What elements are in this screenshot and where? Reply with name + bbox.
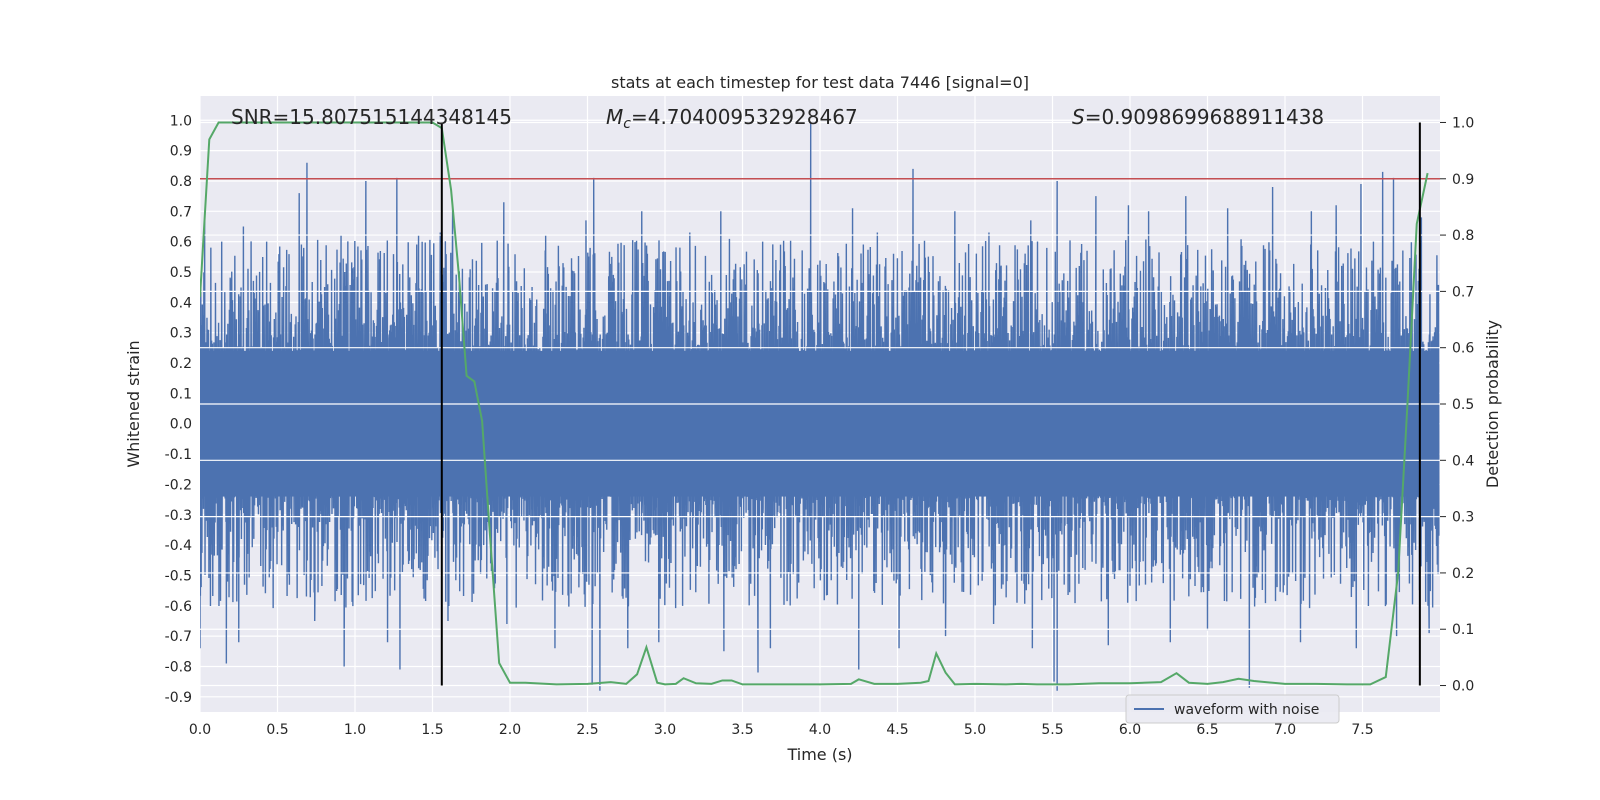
legend-entry-waveform: waveform with noise: [1174, 702, 1319, 718]
y2-tick-label: 0.6: [1452, 341, 1474, 357]
y2-tick-label: 0.1: [1452, 622, 1474, 638]
x-tick-label: 1.5: [421, 722, 443, 738]
x-axis-label: Time (s): [786, 745, 852, 764]
y-tick-label: -0.1: [165, 447, 192, 463]
y-tick-label: -0.3: [165, 508, 192, 524]
y-tick-label: 0.1: [170, 386, 192, 402]
x-tick-label: 0.0: [189, 722, 211, 738]
y-tick-label: 0.6: [170, 235, 192, 251]
x-tick-label: 2.0: [499, 722, 521, 738]
x-ticks: 0.0 0.5 1.0 1.5 2.0 2.5 3.0 3.5 4.0 4.5 5.0 5.5 6.0 6…: [189, 722, 1374, 738]
x-tick-label: 7.5: [1351, 722, 1373, 738]
s-symbol: S: [1072, 105, 1085, 129]
x-tick-label: 6.5: [1196, 722, 1218, 738]
x-tick-label: 4.5: [886, 722, 908, 738]
y-tick-label: 1.0: [170, 113, 192, 129]
y-tick-label: 0.7: [170, 204, 192, 220]
y2-tick-label: 0.9: [1452, 172, 1474, 188]
x-tick-label: 4.0: [809, 722, 831, 738]
y2-axis-label: Detection probability: [1483, 320, 1502, 488]
y-tick-label: -0.7: [165, 629, 192, 645]
x-tick-label: 6.0: [1119, 722, 1141, 738]
x-tick-label: 2.5: [576, 722, 598, 738]
s-annotation: S=0.9098699688911438: [1072, 105, 1324, 129]
chirp-mass-annotation: Mc=4.704009532928467: [606, 105, 858, 132]
y2-tick-label: 0.7: [1452, 284, 1474, 300]
y2-tick-label: 0.4: [1452, 453, 1474, 469]
x-tick-label: 0.5: [266, 722, 288, 738]
x-tick-label: 3.5: [731, 722, 753, 738]
y2-tick-label: 0.8: [1452, 228, 1474, 244]
chirp-mass-symbol: M: [606, 105, 623, 129]
x-tick-label: 5.0: [964, 722, 986, 738]
y2-tick-label: 0.3: [1452, 510, 1474, 526]
chirp-mass-value: =4.704009532928467: [631, 105, 858, 129]
snr-annotation: SNR=15.807515144348145: [231, 105, 512, 129]
chirp-mass-subscript: c: [623, 116, 631, 132]
y-tick-label: -0.9: [165, 690, 192, 706]
waveform-series: [200, 123, 1440, 691]
chart-title: stats at each timestep for test data 744…: [611, 73, 1029, 92]
y-ticks: 1.0 0.9 0.8 0.7 0.6 0.5 0.4 0.3 0.2 0.1 0.0 -0.1 -0.…: [165, 113, 192, 706]
waveform-core: [200, 350, 1438, 497]
probability-series: [200, 121, 1429, 686]
y-tick-label: -0.4: [165, 538, 192, 554]
y-tick-label: 0.4: [170, 295, 192, 311]
y-tick-label: 0.9: [170, 144, 192, 160]
x-tick-label: 1.0: [344, 722, 366, 738]
y2-ticks: 1.0 0.9 0.8 0.7 0.6 0.5 0.4 0.3 0.2 0.1 0.0: [1440, 115, 1474, 695]
event-markers: [440, 122, 1421, 686]
y-tick-label: 0.2: [170, 356, 192, 372]
y-tick-label: -0.5: [165, 568, 192, 584]
y2-tick-label: 0.5: [1452, 397, 1474, 413]
x-tick-label: 5.5: [1041, 722, 1063, 738]
x-tick-label: 7.0: [1274, 722, 1296, 738]
y2-tick-label: 0.0: [1452, 679, 1474, 695]
y-tick-label: -0.6: [165, 599, 192, 615]
x-tick-label: 3.0: [654, 722, 676, 738]
legend: waveform with noise: [1125, 694, 1340, 724]
probability-line: [200, 121, 1429, 686]
y2-tick-label: 1.0: [1452, 115, 1474, 131]
y-tick-label: 0.8: [170, 174, 192, 190]
legend-box: [1125, 694, 1340, 724]
y2-tick-label: 0.2: [1452, 566, 1474, 582]
y-tick-label: 0.5: [170, 265, 192, 281]
y-axis-label: Whitened strain: [124, 340, 143, 467]
y-tick-label: 0.0: [170, 417, 192, 433]
y-tick-label: 0.3: [170, 326, 192, 342]
s-value: =0.9098699688911438: [1085, 105, 1324, 129]
y-tick-label: -0.8: [165, 659, 192, 675]
y-tick-label: -0.2: [165, 477, 192, 493]
